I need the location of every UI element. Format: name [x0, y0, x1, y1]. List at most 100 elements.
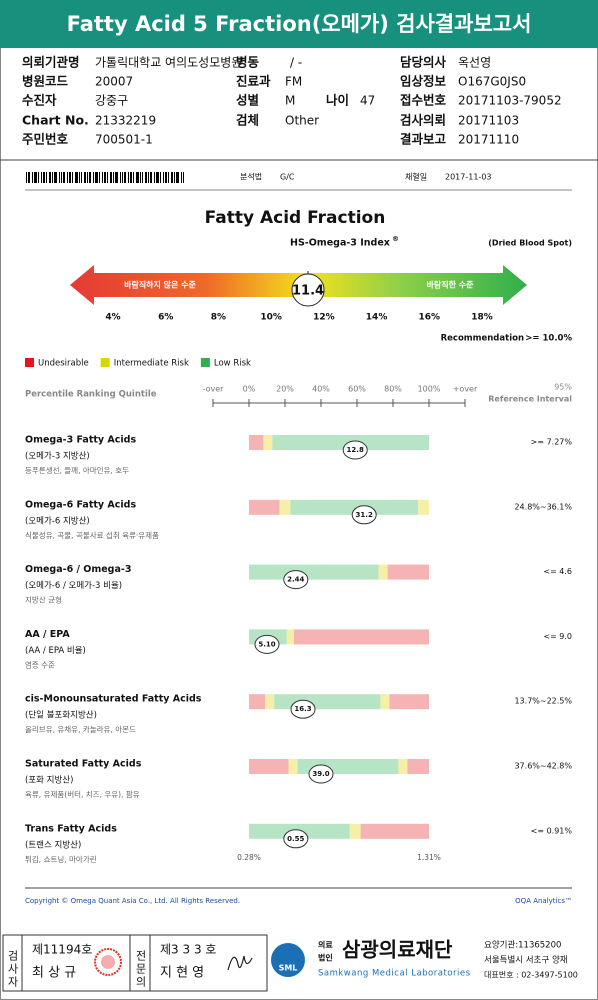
info-value: 21332219 — [95, 114, 156, 128]
info-label: 진료과 — [236, 74, 271, 89]
barcode — [133, 172, 134, 183]
legend-label: Undesirable — [38, 359, 89, 369]
inst-name: 삼광의료재단 — [342, 938, 453, 962]
barcode — [95, 172, 98, 183]
zone — [389, 694, 429, 710]
barcode — [160, 172, 161, 183]
quintile-tick-label: 0% — [243, 385, 256, 394]
gauge-tick-label: 8% — [211, 313, 226, 323]
barcode — [107, 172, 108, 183]
barcode — [89, 172, 91, 183]
info-value: 20007 — [95, 75, 133, 89]
barcode — [122, 172, 123, 183]
barcode — [145, 172, 147, 183]
signature — [227, 955, 253, 971]
row-foods: 염증 수준 — [25, 660, 55, 669]
zone — [387, 564, 429, 580]
gauge-tick-label: 10% — [260, 313, 282, 323]
barcode — [102, 172, 103, 183]
barcode — [176, 172, 179, 183]
barcode — [28, 172, 30, 183]
barcode — [113, 172, 114, 183]
barcode — [26, 172, 27, 183]
seal — [101, 955, 115, 969]
barcode — [32, 172, 33, 183]
info-label: 주민번호 — [22, 132, 69, 147]
logo — [271, 943, 305, 977]
zone — [290, 499, 419, 515]
zone — [279, 499, 291, 515]
row-name: Omega-3 Fatty Acids — [25, 435, 136, 446]
zone — [360, 823, 429, 839]
row-korean: (트랜스 지방산) — [25, 839, 81, 850]
barcode — [63, 172, 65, 183]
barcode — [93, 172, 94, 183]
doctor-no: 제3 3 3 호 — [160, 943, 216, 957]
barcode — [34, 172, 37, 183]
info-value: Other — [285, 114, 319, 128]
gauge-tick-label: 14% — [366, 313, 388, 323]
barcode — [69, 172, 71, 183]
zone — [380, 694, 390, 710]
row-foods: 식물성유, 곡물, 곡물사료 섭취 육류·유제품 — [25, 530, 159, 540]
reference-title: 95% — [554, 383, 572, 392]
inst-code: 요양기관:11365200 — [484, 940, 561, 951]
row-korean: (포화 지방산) — [25, 775, 73, 786]
barcode — [156, 172, 159, 183]
barcode — [140, 172, 141, 183]
sample-type: (Dried Blood Spot) — [488, 239, 572, 248]
date: 2017-11-03 — [445, 173, 492, 182]
row-name: AA / EPA — [25, 629, 70, 640]
barcode — [52, 172, 53, 183]
barcode — [136, 172, 139, 183]
left-text: 바람직하지 않은 수준 — [124, 280, 196, 290]
value-marker — [308, 764, 334, 784]
legend-label: Intermediate Risk — [114, 359, 189, 369]
gauge-tick-label: 16% — [419, 313, 441, 323]
barcode — [128, 172, 129, 183]
legend-swatch — [25, 358, 34, 367]
row-value: 16.3 — [294, 705, 311, 713]
row-reference: <= 4.6 — [543, 567, 572, 576]
index-name: HS-Omega-3 Index — [290, 238, 390, 249]
barcode — [43, 172, 45, 183]
value-marker — [342, 440, 368, 460]
legend-label: Low Risk — [214, 359, 251, 369]
row-reference: <= 9.0 — [543, 632, 572, 641]
quintile-tick-label: 80% — [384, 385, 402, 394]
quintile-tick-label: 100% — [418, 385, 441, 394]
header-title: Fatty Acid 5 Fraction(오메가) 검사결과보고서 — [67, 12, 532, 36]
info-value: 700501-1 — [95, 133, 153, 147]
barcode — [99, 172, 100, 183]
barcode — [168, 172, 169, 183]
info-label: 결과보고 — [400, 132, 447, 147]
info-label: 담당의사 — [400, 55, 447, 70]
zone — [265, 694, 275, 710]
barcode — [79, 172, 80, 183]
barcode — [142, 172, 143, 183]
barcode — [75, 172, 78, 183]
row-value: 2.44 — [287, 576, 304, 584]
range-min: 0.28% — [237, 853, 261, 862]
inst-phone: 대표번호 : 02-3497-5100 — [484, 971, 578, 980]
barcode — [38, 172, 39, 183]
quintile-tick-label: -over — [203, 385, 225, 394]
index-mark: ® — [392, 235, 399, 243]
info-label: 병동 — [236, 55, 260, 70]
barcode — [54, 172, 57, 183]
zone — [349, 823, 361, 839]
row-value: 0.55 — [287, 835, 304, 843]
quintile-tick-label: 40% — [312, 385, 330, 394]
zone — [398, 759, 408, 774]
reference-subtitle: Reference Interval — [488, 395, 572, 404]
barcode — [84, 172, 86, 183]
info-value: / - — [290, 56, 302, 70]
quintile-tick-label: 20% — [276, 385, 294, 394]
barcode — [41, 172, 42, 183]
gauge-tick-label: 12% — [313, 313, 335, 323]
zone — [249, 759, 289, 774]
zone — [294, 629, 429, 645]
zone — [407, 759, 429, 774]
row-foods: 등푸른생선, 들깨, 아마인유, 호두 — [25, 465, 129, 475]
